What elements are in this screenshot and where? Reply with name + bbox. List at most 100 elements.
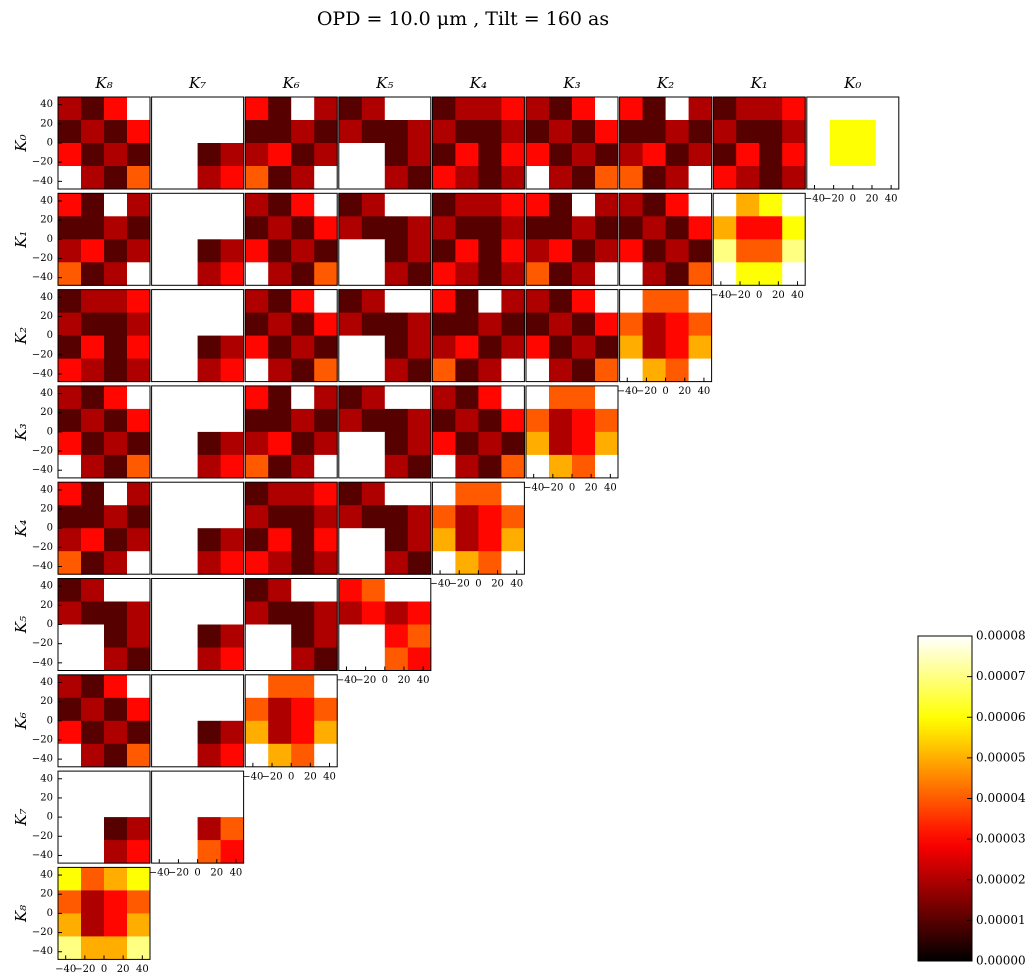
heat-cell (291, 601, 315, 625)
heat-cell (104, 408, 128, 433)
heat-cell (104, 601, 128, 625)
heat-cell (314, 551, 338, 575)
heat-cell (151, 482, 176, 506)
heat-cell (501, 551, 525, 575)
x-tick-label: −40 (242, 771, 263, 782)
y-tick-label: 20 (40, 215, 53, 226)
heat-cell (501, 358, 525, 383)
y-tick-label: 20 (40, 504, 53, 515)
heat-cell (384, 601, 409, 625)
heat-cell (455, 289, 479, 314)
heat-cell (81, 601, 105, 625)
column-label: K₇ (188, 74, 206, 92)
heat-cell (314, 335, 338, 360)
y-tick-label: 40 (40, 484, 53, 495)
heat-cell (361, 647, 386, 671)
heat-cell (501, 262, 525, 286)
row-label: K₆ (12, 712, 30, 730)
heat-cell (291, 647, 315, 671)
heat-cell (151, 97, 176, 121)
heat-cell (81, 216, 105, 240)
heat-cell (432, 216, 456, 240)
heat-cell (58, 674, 82, 699)
y-tick-label: −20 (32, 542, 53, 553)
heat-cell (526, 454, 550, 479)
y-tick-label: 40 (40, 677, 53, 688)
heat-cell (501, 143, 525, 167)
heat-cell (338, 408, 363, 433)
y-tick-label: 20 (40, 889, 53, 900)
heat-cell (197, 262, 222, 286)
colorbar-tick-label: 0.00008 (976, 629, 1026, 643)
heat-cell (58, 482, 82, 506)
x-tick-label: −20 (542, 482, 563, 493)
heat-cell (688, 143, 713, 167)
heat-cell (220, 528, 245, 552)
panel-frame (431, 289, 525, 383)
panel (58, 193, 151, 286)
y-tick-label: 0 (47, 138, 53, 149)
heat-cell (245, 743, 269, 768)
heat-cell (127, 385, 151, 410)
heat-cell (759, 120, 783, 144)
heat-cell (875, 120, 900, 144)
heat-cell (58, 454, 82, 479)
heat-cell (432, 358, 456, 383)
heat-cell (268, 431, 292, 456)
heat-cell (549, 312, 573, 337)
y-tick-label: 40 (40, 99, 53, 110)
y-tick-label: 20 (40, 311, 53, 322)
heat-cell (713, 216, 737, 240)
panel (619, 97, 713, 190)
heat-cell (806, 166, 831, 190)
heat-cell (197, 601, 222, 625)
heat-cell (384, 454, 409, 479)
colorbar-tick-label: 0.00004 (976, 791, 1026, 805)
heat-cell (314, 624, 338, 648)
y-tick-label: −20 (32, 734, 53, 745)
panel-frame (525, 96, 619, 190)
heat-cell (220, 431, 245, 456)
heat-cell (432, 289, 456, 314)
heat-cell (58, 143, 82, 167)
y-tick-label: −20 (32, 349, 53, 360)
heat-cell (361, 97, 386, 121)
heat-cell (151, 840, 176, 864)
heat-cell (384, 97, 409, 121)
heat-cell (713, 239, 737, 263)
heat-cell (572, 408, 596, 433)
x-tick-label: 20 (866, 194, 879, 205)
heat-cell (81, 97, 105, 121)
heat-cell (174, 408, 199, 433)
heat-cell (455, 551, 479, 575)
heat-cell (151, 216, 176, 240)
heat-cell (81, 193, 105, 217)
heat-cell (245, 385, 269, 410)
heat-cell (759, 143, 783, 167)
heat-cell (291, 720, 315, 745)
heat-cell (549, 216, 573, 240)
heat-cell (291, 624, 315, 648)
heat-cell (197, 817, 222, 841)
heat-cell (407, 216, 432, 240)
heat-cell (407, 97, 432, 121)
panel (245, 578, 338, 671)
heat-cell (268, 335, 292, 360)
heat-cell (432, 505, 456, 529)
heat-cell (665, 312, 690, 337)
heat-cell (688, 193, 713, 217)
row-label: K₄ (12, 520, 30, 538)
heat-cell (314, 239, 338, 263)
heat-cell (432, 143, 456, 167)
heat-cell (619, 120, 644, 144)
heat-cell (81, 528, 105, 552)
heat-cell (314, 454, 338, 479)
heat-cell (572, 385, 596, 410)
heat-cell (151, 431, 176, 456)
heat-cell (174, 97, 199, 121)
heat-cell (642, 216, 667, 240)
heat-cell (268, 358, 292, 383)
heat-cell (58, 697, 82, 722)
heat-cell (501, 166, 525, 190)
heat-cell (104, 193, 128, 217)
